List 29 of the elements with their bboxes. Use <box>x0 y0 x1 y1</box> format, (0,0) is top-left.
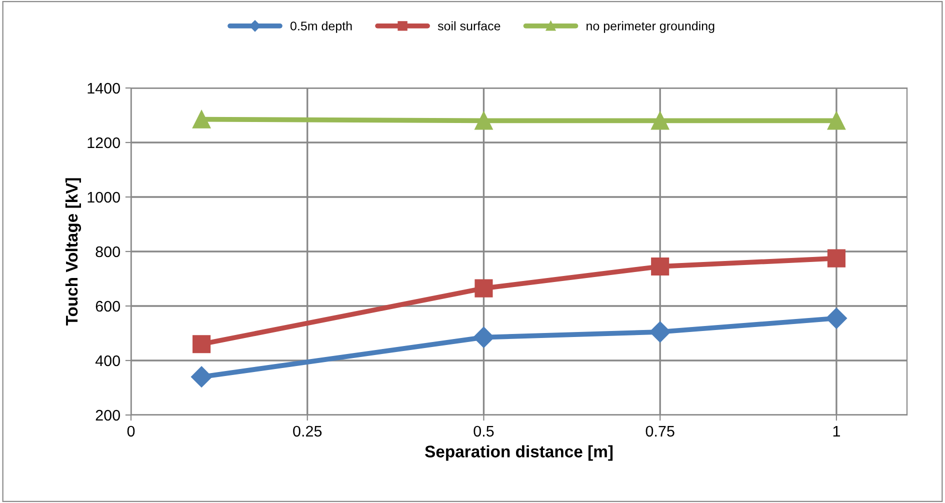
y-tick-label: 1200 <box>88 137 120 148</box>
y-tick-label: 600 <box>96 300 120 312</box>
y-axis-title: Touch Voltage [kV] <box>65 178 82 326</box>
x-axis-title: Separation distance [m] <box>425 445 613 461</box>
x-tick-label: 1 <box>833 426 840 436</box>
point <box>473 326 494 348</box>
point <box>474 279 493 298</box>
legend-label: no perimeter grounding <box>586 21 714 33</box>
point <box>651 257 670 276</box>
x-tick-label: 0 <box>127 426 135 437</box>
legend-label: soil surface <box>438 21 500 30</box>
point <box>192 335 211 354</box>
x-tick-label: 0.75 <box>646 426 674 437</box>
y-tick-label: 200 <box>96 410 120 421</box>
point <box>192 110 211 128</box>
point <box>827 249 846 268</box>
y-tick-label: 800 <box>96 246 120 258</box>
point <box>651 112 670 130</box>
point <box>191 366 212 388</box>
y-tick-label: 1400 <box>88 82 120 94</box>
x-tick-label: 0.5 <box>474 426 494 437</box>
legend-label: 0.5m depth <box>290 21 352 33</box>
y-tick-label: 400 <box>95 355 120 366</box>
y-tick-label: 1000 <box>88 192 120 203</box>
point <box>826 308 847 329</box>
point <box>827 112 846 130</box>
point <box>650 321 671 342</box>
point <box>474 112 493 130</box>
x-tick-label: 0.25 <box>293 426 322 437</box>
